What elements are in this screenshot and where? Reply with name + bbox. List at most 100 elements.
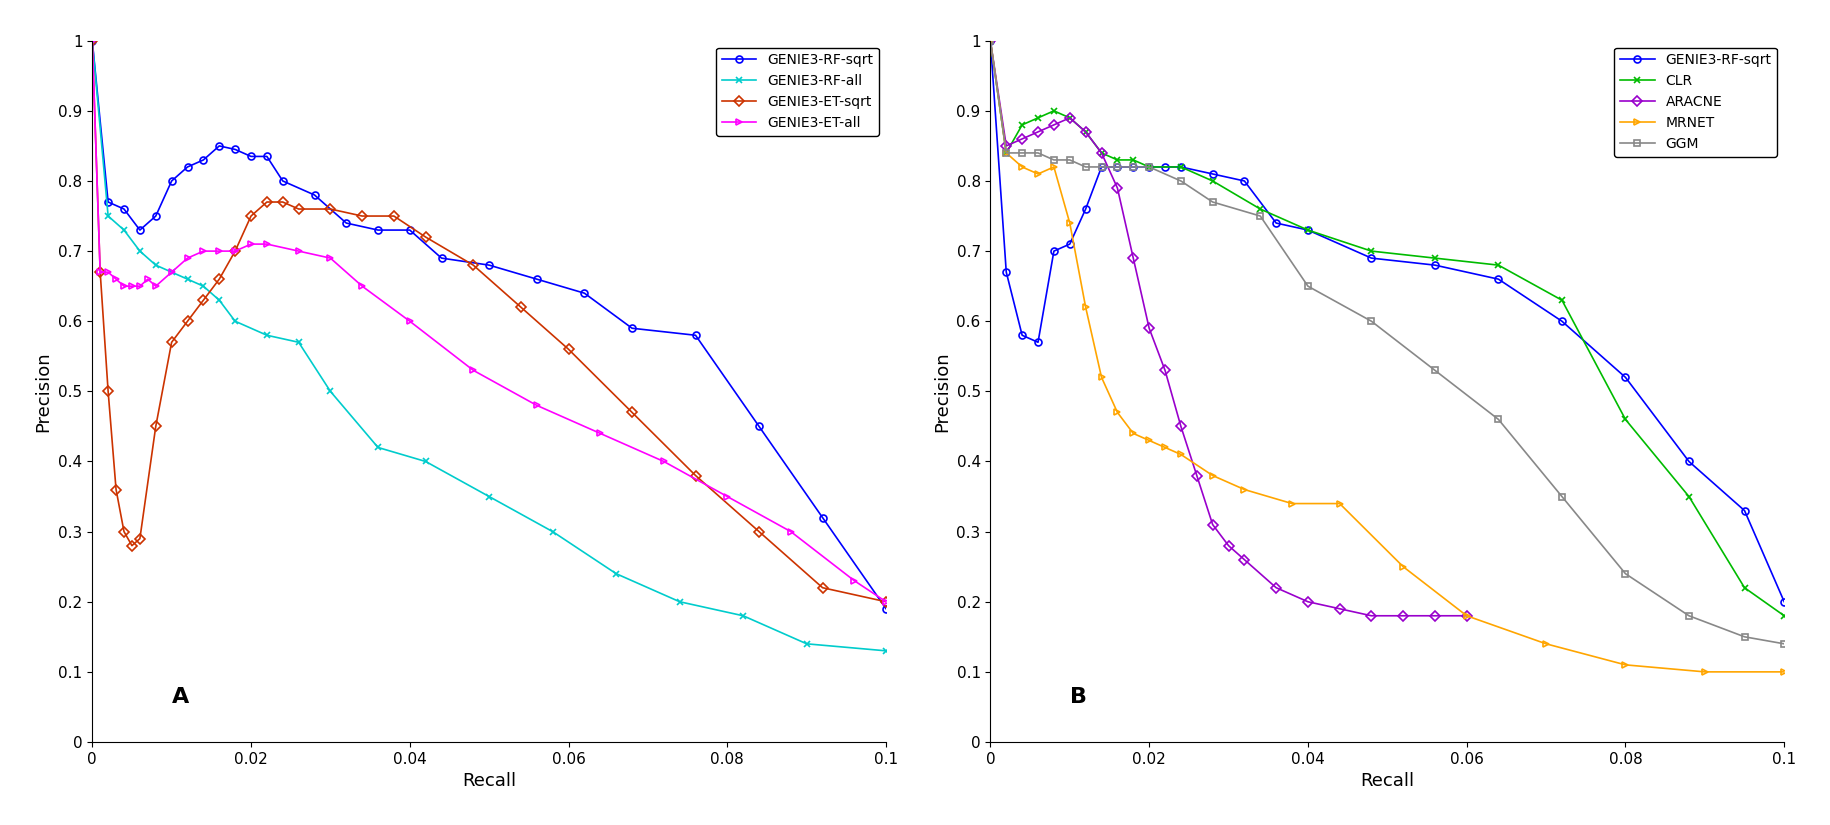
- GENIE3-ET-sqrt: [558, 344, 580, 354]
- GENIE3-RF-all: [209, 295, 231, 305]
- ARACNE: [1233, 554, 1255, 564]
- GENIE3-ET-all: [97, 267, 119, 277]
- Line: MRNET: MRNET: [986, 37, 1786, 676]
- Line: GGM: GGM: [986, 37, 1786, 648]
- CLR: [1676, 492, 1698, 502]
- ARACNE: [1091, 148, 1113, 158]
- GENIE3-RF-all: [192, 281, 214, 291]
- GENIE3-ET-all: [875, 596, 897, 606]
- Text: A: A: [172, 687, 188, 707]
- GGM: [1771, 639, 1793, 648]
- GENIE3-ET-sqrt: [748, 526, 770, 536]
- GENIE3-RF-all: [256, 330, 278, 340]
- GGM: [1027, 148, 1049, 158]
- GENIE3-ET-all: [653, 456, 675, 466]
- ARACNE: [1296, 596, 1318, 606]
- Line: GENIE3-RF-sqrt: GENIE3-RF-sqrt: [88, 37, 889, 612]
- GENIE3-RF-sqrt: [525, 274, 547, 284]
- GENIE3-RF-all: [732, 610, 754, 620]
- GENIE3-RF-sqrt: [161, 176, 183, 186]
- GENIE3-RF-sqrt: [256, 152, 278, 162]
- CLR: [1074, 127, 1096, 137]
- MRNET: [1614, 660, 1636, 670]
- Line: GENIE3-ET-all: GENIE3-ET-all: [88, 37, 889, 606]
- GENIE3-ET-sqrt: [161, 337, 183, 347]
- GENIE3-ET-all: [113, 281, 135, 291]
- CLR: [996, 148, 1017, 158]
- CLR: [1614, 414, 1636, 424]
- MRNET: [1281, 498, 1303, 508]
- GENIE3-RF-sqrt: [1122, 162, 1144, 172]
- GENIE3-RF-sqrt: [240, 152, 262, 162]
- CLR: [1058, 113, 1080, 123]
- GENIE3-ET-all: [161, 267, 183, 277]
- GGM: [1043, 155, 1065, 165]
- CLR: [1248, 204, 1270, 214]
- GENIE3-ET-all: [461, 365, 483, 375]
- GGM: [1010, 148, 1032, 158]
- GENIE3-RF-sqrt: [128, 225, 150, 235]
- MRNET: [1138, 436, 1160, 446]
- GENIE3-ET-sqrt: [271, 197, 293, 207]
- CLR: [1771, 610, 1793, 620]
- GENIE3-RF-all: [366, 442, 388, 452]
- CLR: [1091, 148, 1113, 158]
- ARACNE: [1074, 127, 1096, 137]
- MRNET: [1200, 470, 1222, 480]
- CLR: [1200, 176, 1222, 186]
- GENIE3-RF-sqrt: [979, 35, 1001, 45]
- GENIE3-RF-all: [606, 568, 628, 578]
- Legend: GENIE3-RF-sqrt, GENIE3-RF-all, GENIE3-ET-sqrt, GENIE3-ET-all: GENIE3-RF-sqrt, GENIE3-RF-all, GENIE3-ET…: [716, 48, 878, 135]
- MRNET: [1091, 372, 1113, 382]
- MRNET: [1391, 562, 1413, 572]
- Line: CLR: CLR: [986, 37, 1786, 620]
- MRNET: [1043, 162, 1065, 172]
- GENIE3-RF-all: [176, 274, 198, 284]
- ARACNE: [1043, 120, 1065, 130]
- CLR: [1043, 106, 1065, 116]
- GENIE3-ET-all: [223, 246, 245, 256]
- GENIE3-RF-sqrt: [1265, 218, 1286, 228]
- MRNET: [1074, 302, 1096, 312]
- GENIE3-ET-sqrt: [209, 274, 231, 284]
- GENIE3-RF-sqrt: [1550, 316, 1572, 326]
- GENIE3-RF-sqrt: [1153, 162, 1175, 172]
- GENIE3-ET-all: [780, 526, 802, 536]
- GGM: [1138, 162, 1160, 172]
- GGM: [1248, 211, 1270, 221]
- GENIE3-RF-all: [161, 267, 183, 277]
- GENIE3-RF-sqrt: [1105, 162, 1127, 172]
- GENIE3-RF-sqrt: [1771, 596, 1793, 606]
- GENIE3-RF-sqrt: [209, 141, 231, 151]
- Y-axis label: Precision: Precision: [35, 351, 53, 431]
- GGM: [1733, 632, 1755, 642]
- GENIE3-ET-sqrt: [287, 204, 309, 214]
- MRNET: [1153, 442, 1175, 452]
- GENIE3-RF-sqrt: [1058, 239, 1080, 249]
- GENIE3-ET-all: [209, 246, 231, 256]
- GENIE3-RF-all: [414, 456, 436, 466]
- ARACNE: [1360, 610, 1382, 620]
- ARACNE: [1058, 113, 1080, 123]
- ARACNE: [1153, 365, 1175, 375]
- GENIE3-ET-all: [525, 400, 547, 410]
- GENIE3-RF-all: [128, 246, 150, 256]
- GENIE3-ET-all: [844, 576, 866, 586]
- GGM: [1550, 492, 1572, 502]
- GENIE3-ET-sqrt: [318, 204, 340, 214]
- GENIE3-RF-all: [796, 639, 818, 648]
- MRNET: [1233, 484, 1255, 494]
- GENIE3-ET-all: [145, 281, 167, 291]
- ARACNE: [1138, 323, 1160, 333]
- CLR: [1733, 582, 1755, 592]
- GENIE3-ET-all: [90, 267, 112, 277]
- MRNET: [1010, 162, 1032, 172]
- MRNET: [1771, 667, 1793, 676]
- GENIE3-RF-all: [287, 337, 309, 347]
- GENIE3-ET-all: [128, 281, 150, 291]
- MRNET: [1058, 218, 1080, 228]
- GENIE3-RF-sqrt: [430, 253, 452, 263]
- Text: B: B: [1069, 687, 1087, 707]
- GENIE3-ET-all: [589, 428, 611, 438]
- GENIE3-RF-sqrt: [1486, 274, 1508, 284]
